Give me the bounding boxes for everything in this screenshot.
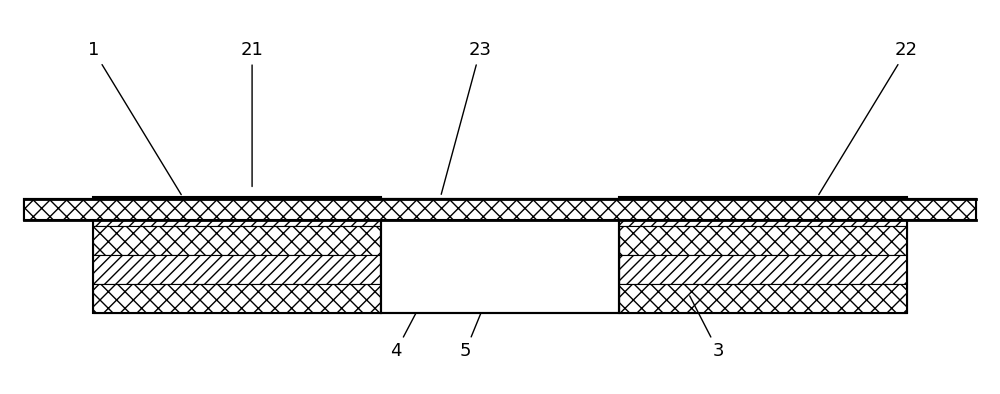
Bar: [619, 255, 907, 284]
Bar: [381, 220, 619, 313]
Bar: [93, 197, 381, 313]
Text: 3: 3: [690, 296, 724, 360]
Text: 22: 22: [819, 41, 918, 195]
Bar: [619, 284, 907, 313]
Bar: [619, 226, 907, 255]
Bar: [93, 255, 381, 284]
Bar: [24, 199, 976, 220]
Text: 4: 4: [390, 269, 439, 360]
Text: 23: 23: [441, 41, 492, 194]
Bar: [24, 199, 976, 220]
Bar: [93, 226, 381, 255]
Text: 5: 5: [460, 269, 499, 360]
Text: 21: 21: [241, 41, 264, 186]
Bar: [381, 199, 619, 220]
Text: 1: 1: [88, 41, 181, 195]
Bar: [93, 197, 381, 226]
Bar: [381, 220, 619, 313]
Bar: [619, 197, 907, 313]
Bar: [619, 197, 907, 226]
Bar: [93, 284, 381, 313]
